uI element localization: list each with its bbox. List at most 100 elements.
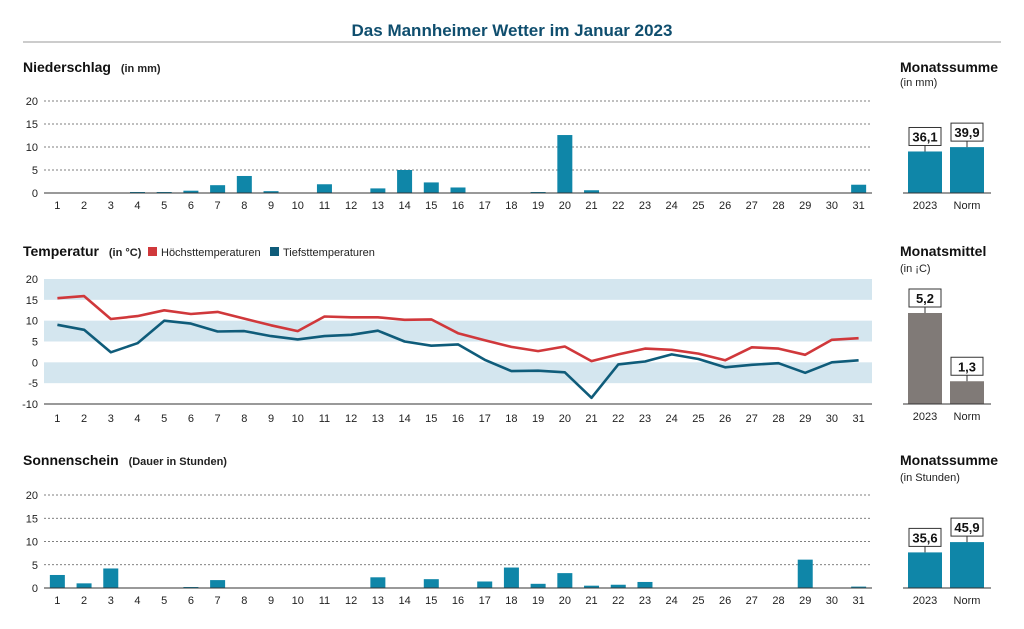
temp-x-tick-label: 20 <box>559 413 571 425</box>
temp-x-tick-label: 3 <box>108 413 114 425</box>
temp-x-tick-label: 2 <box>81 413 87 425</box>
legend-swatch <box>148 247 157 256</box>
sun-x-tick-label: 6 <box>188 595 194 607</box>
temp-x-tick-label: 21 <box>585 413 597 425</box>
precip-y-tick-label: 15 <box>26 119 38 131</box>
temp-x-tick-label: 29 <box>799 413 811 425</box>
temp-y-tick-label: -5 <box>28 378 38 390</box>
temp-summary-category-label: 2023 <box>913 411 937 423</box>
precip-y-tick-label: 20 <box>26 96 38 108</box>
legend-label: Tiefsttemperaturen <box>283 247 375 259</box>
temp-x-tick-label: 11 <box>319 413 330 425</box>
precip-summary-chart: 36,1 2023 39,9 Norm <box>903 122 991 212</box>
precip-x-tick-label: 10 <box>292 200 304 212</box>
temp-x-tick-label: 28 <box>772 413 784 425</box>
sun-y-tick-label: 0 <box>32 583 38 595</box>
precip-x-tick-label: 30 <box>826 200 838 212</box>
precip-summary-bar <box>950 147 984 193</box>
precip-x-tick-label: 18 <box>505 200 517 212</box>
precip-bar <box>423 182 439 193</box>
precip-bar <box>263 191 279 193</box>
temp-band <box>44 362 872 384</box>
temp-x-tick-label: 22 <box>612 413 624 425</box>
temp-x-tick-label: 5 <box>161 413 167 425</box>
temp-unit: (in °C) <box>109 247 142 259</box>
temp-x-tick-label: 25 <box>692 413 704 425</box>
precip-summary-value-label: 39,9 <box>954 125 979 140</box>
temp-y-tick-label: 10 <box>26 316 38 328</box>
sun-bar <box>851 586 867 588</box>
temp-y-tick-label: 0 <box>32 357 38 369</box>
temp-x-tick-label: 26 <box>719 413 731 425</box>
precip-x-tick-label: 22 <box>612 200 624 212</box>
temp-low-line <box>57 319 859 400</box>
sun-bar <box>637 581 653 588</box>
sun-x-tick-label: 15 <box>425 595 437 607</box>
precip-summary-unit: (in mm) <box>900 77 937 89</box>
sun-x-tick-label: 17 <box>479 595 491 607</box>
sun-bar <box>530 583 546 588</box>
precip-summary-value-box <box>950 122 984 142</box>
sun-x-tick-label: 21 <box>585 595 597 607</box>
sun-x-tick-label: 31 <box>853 595 865 607</box>
page-title: Das Mannheimer Wetter im Januar 2023 <box>352 21 673 40</box>
sun-summary-value-label: 45,9 <box>954 520 979 535</box>
precip-x-tick-label: 24 <box>666 200 678 212</box>
temp-x-tick-label: 4 <box>134 413 140 425</box>
precip-x-tick-label: 1 <box>54 200 60 212</box>
sun-bar <box>584 585 600 588</box>
sun-summary-value-label: 35,6 <box>912 530 937 545</box>
sun-x-tick-label: 25 <box>692 595 704 607</box>
sun-summary-bar <box>950 542 984 588</box>
sun-x-tick-label: 10 <box>292 595 304 607</box>
sun-summary: Monatssumme (in Stunden) 35,6 2023 45,9 Nor… <box>900 452 998 607</box>
precip-x-tick-label: 17 <box>479 200 491 212</box>
sun-y-tick-label: 15 <box>26 513 38 525</box>
sun-heading: Sonnenschein <box>23 452 119 468</box>
temp-x-tick-label: 31 <box>853 413 865 425</box>
temp-x-tick-label: 8 <box>241 413 247 425</box>
precip-x-tick-label: 15 <box>425 200 437 212</box>
sun-y-tick-label: 20 <box>26 490 38 502</box>
precip-bar <box>210 185 226 193</box>
sun-x-tick-label: 7 <box>215 595 221 607</box>
precip-x-tick-label: 19 <box>532 200 544 212</box>
precip-x-tick-label: 26 <box>719 200 731 212</box>
sun-x-tick-label: 23 <box>639 595 651 607</box>
precip-x-tick-label: 31 <box>853 200 865 212</box>
temp-x-tick-label: 7 <box>215 413 221 425</box>
temp-y-tick-label: 20 <box>26 274 38 286</box>
precip-x-tick-label: 16 <box>452 200 464 212</box>
precip-x-tick-label: 6 <box>188 200 194 212</box>
sun-x-tick-label: 19 <box>532 595 544 607</box>
precip-x-tick-label: 8 <box>241 200 247 212</box>
sun-x-tick-label: 16 <box>452 595 464 607</box>
precip-summary-value-label: 36,1 <box>912 129 937 144</box>
precip-y-tick-label: 10 <box>26 142 38 154</box>
temp-section: Temperatur (in °C) Höchsttemperaturen Tie… <box>22 243 872 425</box>
sun-x-tick-label: 5 <box>161 595 167 607</box>
sun-summary-unit: (in Stunden) <box>900 472 960 484</box>
sun-summary-category-label: Norm <box>954 595 981 607</box>
sun-unit: (Dauer in Stunden) <box>129 456 228 468</box>
sun-bar <box>477 581 493 588</box>
precip-unit: (in mm) <box>121 63 161 75</box>
sun-x-tick-label: 4 <box>134 595 140 607</box>
precip-x-tick-label: 23 <box>639 200 651 212</box>
sun-x-tick-label: 30 <box>826 595 838 607</box>
sun-bar <box>557 573 573 588</box>
temp-summary-bar <box>950 381 984 404</box>
precip-x-tick-label: 3 <box>108 200 114 212</box>
legend-swatch <box>270 247 279 256</box>
precip-summary-heading: Monatssumme <box>900 59 998 75</box>
sun-bar <box>76 583 92 588</box>
sun-x-tick-label: 28 <box>772 595 784 607</box>
temp-x-tick-label: 19 <box>532 413 544 425</box>
sun-x-tick-label: 24 <box>666 595 678 607</box>
sun-x-tick-label: 29 <box>799 595 811 607</box>
precip-summary: Monatssumme (in mm) 36,1 2023 39,9 Norm <box>900 59 998 212</box>
sun-x-tick-label: 13 <box>372 595 384 607</box>
